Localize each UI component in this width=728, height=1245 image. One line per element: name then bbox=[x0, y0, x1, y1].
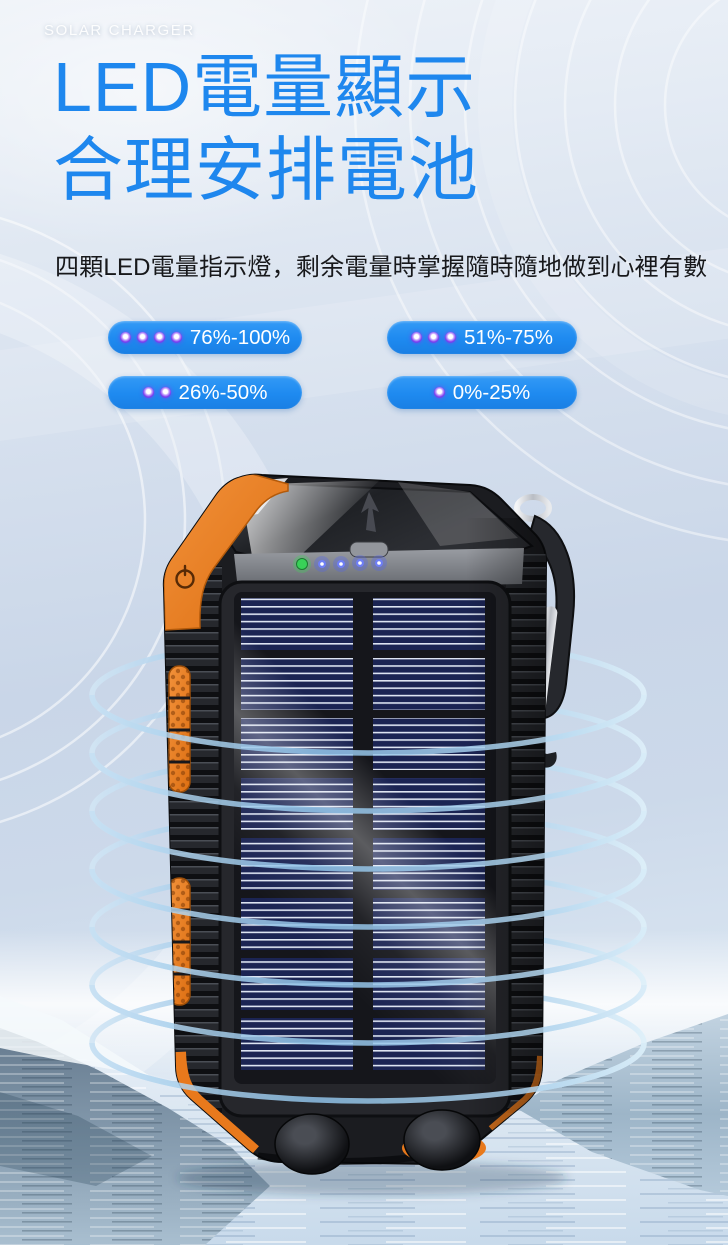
status-leds bbox=[293, 555, 387, 573]
led-dots bbox=[433, 387, 445, 398]
pill-label: 51%-75% bbox=[464, 325, 553, 349]
pill-label: 26%-50% bbox=[178, 380, 268, 404]
battery-level-pills: 76%-100% 51%-75% 26%-50% 0%-25% bbox=[108, 321, 577, 409]
pill-label: 0%-25% bbox=[452, 380, 531, 404]
power-icon bbox=[175, 564, 195, 589]
device-shadow bbox=[177, 1161, 567, 1195]
page-title: LED電量顯示 合理安排電池 bbox=[53, 46, 479, 212]
cap-tab bbox=[349, 541, 389, 558]
title-line-2: 合理安排電池 bbox=[53, 131, 479, 209]
led-dots bbox=[142, 387, 171, 398]
ice-ridge-right bbox=[516, 1014, 728, 1196]
led-dots bbox=[411, 332, 457, 343]
pill-label: 76%-100% bbox=[189, 325, 291, 349]
topleft-glow bbox=[0, 0, 440, 250]
battery-level-pill-26-50: 26%-50% bbox=[108, 376, 302, 409]
led-dots bbox=[119, 332, 182, 343]
brand-label: SOLAR CHARGER bbox=[44, 22, 195, 39]
led-band bbox=[234, 548, 524, 590]
title-line-1: LED電量顯示 bbox=[53, 48, 477, 126]
rubber-feet bbox=[257, 1109, 486, 1175]
battery-level-pill-51-75: 51%-75% bbox=[387, 321, 577, 354]
charge-arrow-icon bbox=[361, 492, 379, 532]
battery-level-pill-0-25: 0%-25% bbox=[387, 376, 577, 409]
ice-ridge-left bbox=[0, 996, 270, 1245]
solar-power-bank bbox=[162, 473, 576, 1175]
battery-level-pill-76-100: 76%-100% bbox=[108, 321, 302, 354]
ripple-arcs-top-right bbox=[353, 0, 728, 542]
page-subtitle: 四顆LED電量指示燈，剩余電量時掌握隨時隨地做到心裡有數 bbox=[55, 254, 708, 281]
